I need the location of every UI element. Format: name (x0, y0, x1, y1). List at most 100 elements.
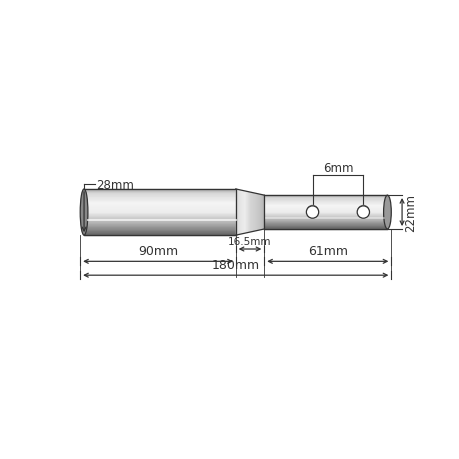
Bar (84, 226, 235, 227)
Polygon shape (236, 190, 237, 235)
Bar (84, 198, 235, 199)
Bar (84, 230, 235, 231)
Bar (263, 199, 386, 200)
Polygon shape (257, 194, 258, 231)
Bar (84, 192, 235, 193)
Polygon shape (244, 191, 245, 234)
Bar (263, 219, 386, 220)
Bar (263, 216, 386, 217)
Bar (84, 213, 235, 214)
Circle shape (356, 207, 369, 219)
Bar (84, 201, 235, 202)
Polygon shape (251, 193, 252, 232)
Bar (84, 220, 235, 221)
Bar (84, 233, 235, 234)
Polygon shape (249, 193, 251, 233)
Polygon shape (238, 190, 239, 235)
Bar (263, 222, 386, 223)
Bar (84, 197, 235, 198)
Bar (263, 228, 386, 229)
Bar (263, 204, 386, 205)
Bar (84, 206, 235, 207)
Bar (263, 197, 386, 198)
Bar (84, 210, 235, 211)
Text: 6mm: 6mm (322, 161, 353, 174)
Bar (84, 229, 235, 230)
Bar (84, 190, 235, 191)
Bar (263, 217, 386, 218)
Bar (263, 200, 386, 201)
Bar (84, 222, 235, 223)
Polygon shape (246, 192, 247, 233)
Polygon shape (245, 191, 246, 234)
Bar (263, 206, 386, 207)
Bar (84, 227, 235, 228)
Polygon shape (241, 191, 242, 235)
Bar (84, 225, 235, 226)
Polygon shape (240, 190, 241, 235)
Bar (84, 203, 235, 204)
Bar (263, 213, 386, 214)
Bar (84, 223, 235, 224)
Circle shape (306, 207, 318, 219)
Bar (84, 232, 235, 233)
Bar (84, 193, 235, 194)
Polygon shape (243, 191, 244, 234)
Polygon shape (247, 192, 248, 233)
Bar (263, 226, 386, 227)
Bar (84, 207, 235, 208)
Polygon shape (262, 195, 263, 230)
Circle shape (306, 205, 318, 218)
Polygon shape (255, 194, 256, 231)
Text: 22mm: 22mm (403, 194, 416, 231)
Polygon shape (252, 193, 253, 232)
Bar (84, 228, 235, 229)
Text: 90mm: 90mm (138, 245, 178, 258)
Bar (84, 208, 235, 209)
Bar (84, 218, 235, 219)
Polygon shape (237, 190, 238, 235)
Bar (84, 221, 235, 222)
Bar (84, 219, 235, 220)
Bar (84, 212, 235, 213)
Text: 180mm: 180mm (211, 259, 259, 272)
Bar (84, 211, 235, 212)
Ellipse shape (383, 196, 391, 230)
Bar (263, 218, 386, 219)
Bar (263, 220, 386, 221)
Circle shape (356, 205, 369, 218)
Bar (263, 215, 386, 216)
Bar (263, 221, 386, 222)
Bar (263, 223, 386, 224)
Bar (263, 214, 386, 215)
Bar (84, 205, 235, 206)
Bar (263, 201, 386, 202)
Bar (84, 195, 235, 196)
Bar (263, 225, 386, 226)
Polygon shape (259, 195, 260, 230)
Text: 61mm: 61mm (307, 245, 347, 258)
Polygon shape (242, 191, 243, 234)
Bar (84, 199, 235, 200)
Polygon shape (253, 193, 254, 232)
Polygon shape (260, 195, 261, 230)
Bar (263, 198, 386, 199)
Bar (84, 231, 235, 232)
Bar (84, 217, 235, 218)
Text: 28mm: 28mm (96, 179, 134, 191)
Bar (263, 227, 386, 228)
Bar (263, 203, 386, 204)
Bar (84, 234, 235, 235)
Bar (263, 207, 386, 208)
Ellipse shape (80, 190, 88, 235)
Polygon shape (256, 194, 257, 231)
Bar (84, 202, 235, 203)
Bar (263, 211, 386, 212)
Bar (263, 205, 386, 206)
Bar (84, 216, 235, 217)
Bar (84, 204, 235, 205)
Bar (84, 215, 235, 216)
Polygon shape (258, 195, 259, 231)
Polygon shape (239, 190, 240, 235)
Bar (263, 212, 386, 213)
